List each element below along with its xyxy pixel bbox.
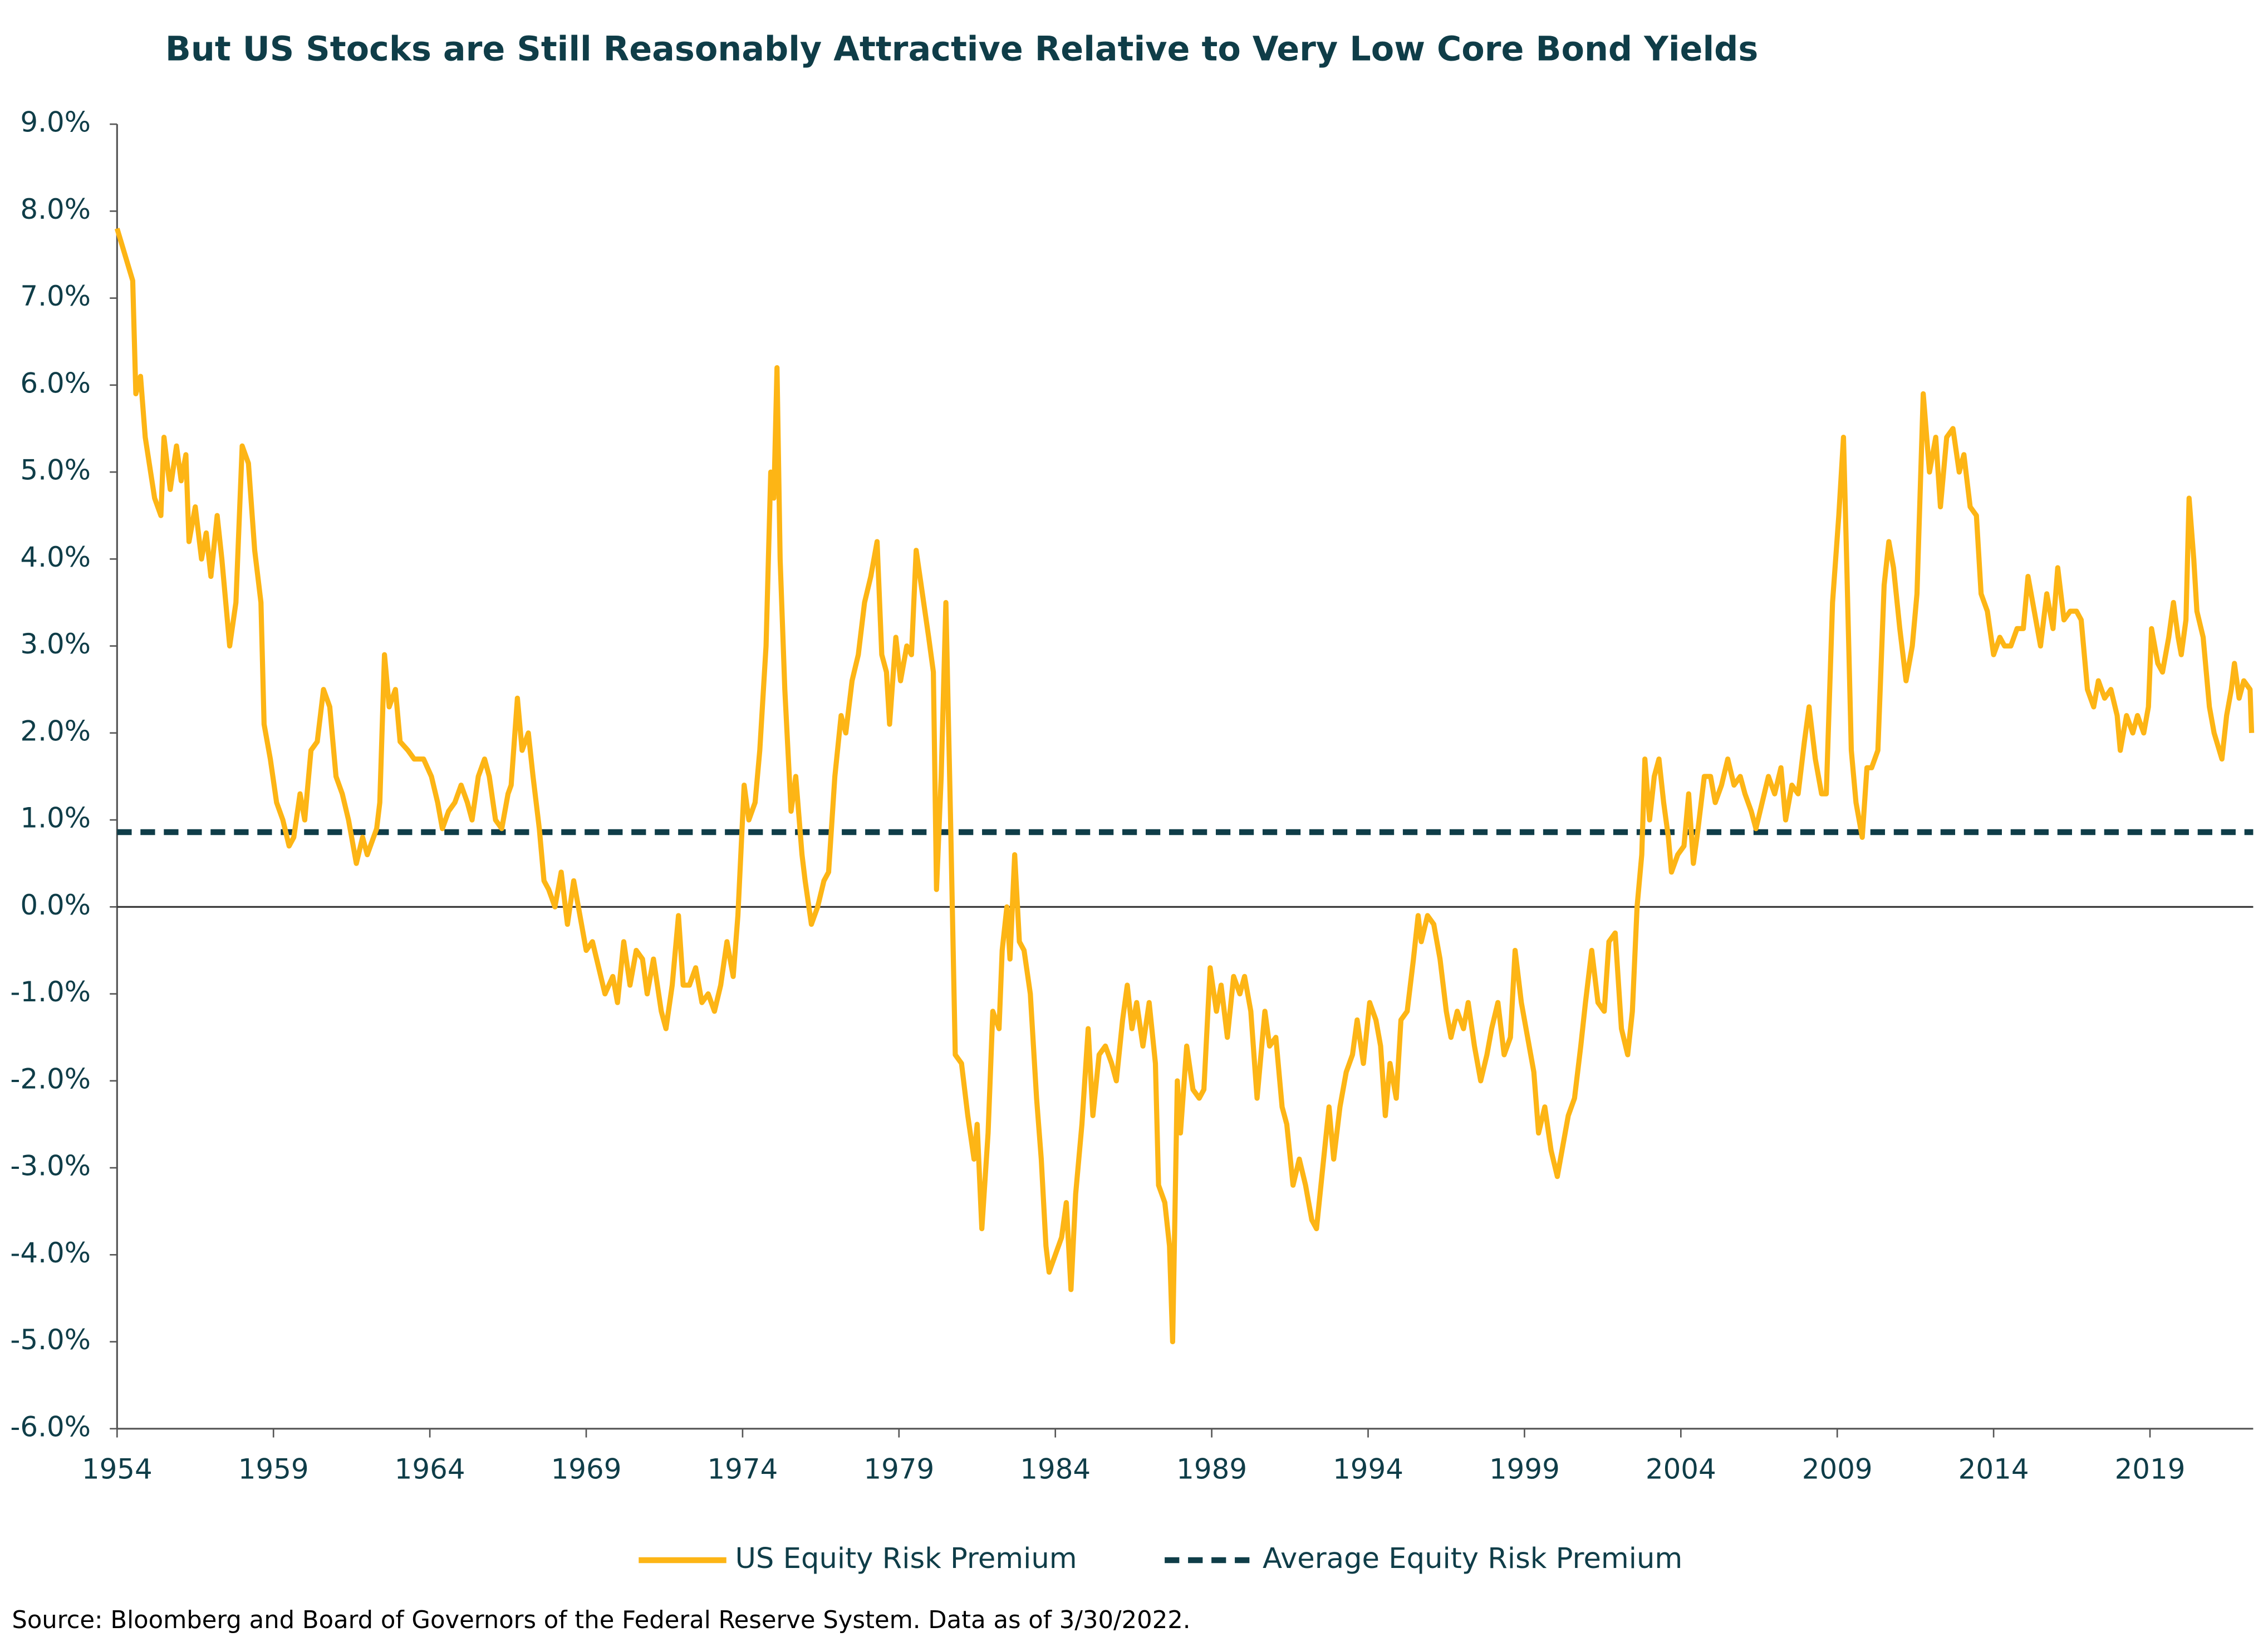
legend-label: US Equity Risk Premium bbox=[735, 1542, 1077, 1575]
y-tick-label: -1.0% bbox=[10, 976, 91, 1008]
x-tick-label: 1984 bbox=[1020, 1453, 1091, 1485]
x-tick-label: 1974 bbox=[707, 1453, 778, 1485]
x-tick-label: 1994 bbox=[1333, 1453, 1403, 1485]
legend-label: Average Equity Risk Premium bbox=[1263, 1542, 1682, 1575]
y-tick-label: -2.0% bbox=[10, 1063, 91, 1095]
y-tick-label: 2.0% bbox=[20, 715, 91, 747]
chart-title: But US Stocks are Still Reasonably Attra… bbox=[165, 30, 1758, 68]
y-tick-label: 3.0% bbox=[20, 628, 91, 660]
y-tick-label: -5.0% bbox=[10, 1324, 91, 1356]
y-tick-label: 9.0% bbox=[20, 106, 91, 139]
x-tick-label: 1959 bbox=[238, 1453, 309, 1485]
x-tick-label: 1989 bbox=[1176, 1453, 1247, 1485]
y-tick-label: 0.0% bbox=[20, 889, 91, 921]
y-tick-label: 1.0% bbox=[20, 802, 91, 834]
x-tick-label: 2009 bbox=[1802, 1453, 1873, 1485]
x-tick-label: 1969 bbox=[551, 1453, 622, 1485]
x-tick-label: 2004 bbox=[1646, 1453, 1716, 1485]
y-tick-label: 7.0% bbox=[20, 280, 91, 312]
data-line bbox=[114, 228, 2255, 1345]
y-tick-label: -3.0% bbox=[10, 1150, 91, 1182]
x-tick-label: 1979 bbox=[863, 1453, 934, 1485]
x-tick-label: 1964 bbox=[395, 1453, 465, 1485]
y-tick-label: 5.0% bbox=[20, 454, 91, 486]
y-tick-label: -6.0% bbox=[10, 1410, 91, 1443]
x-tick-label: 1954 bbox=[82, 1453, 153, 1485]
y-tick-label: 8.0% bbox=[20, 193, 91, 225]
y-tick-label: 6.0% bbox=[20, 367, 91, 399]
y-tick-label: 4.0% bbox=[20, 541, 91, 573]
x-tick-label: 1999 bbox=[1489, 1453, 1560, 1485]
source-note: Source: Bloomberg and Board of Governors… bbox=[12, 1606, 1190, 1634]
x-tick-label: 2014 bbox=[1958, 1453, 2029, 1485]
y-tick-label: -4.0% bbox=[10, 1237, 91, 1269]
x-tick-label: 2019 bbox=[2115, 1453, 2186, 1485]
